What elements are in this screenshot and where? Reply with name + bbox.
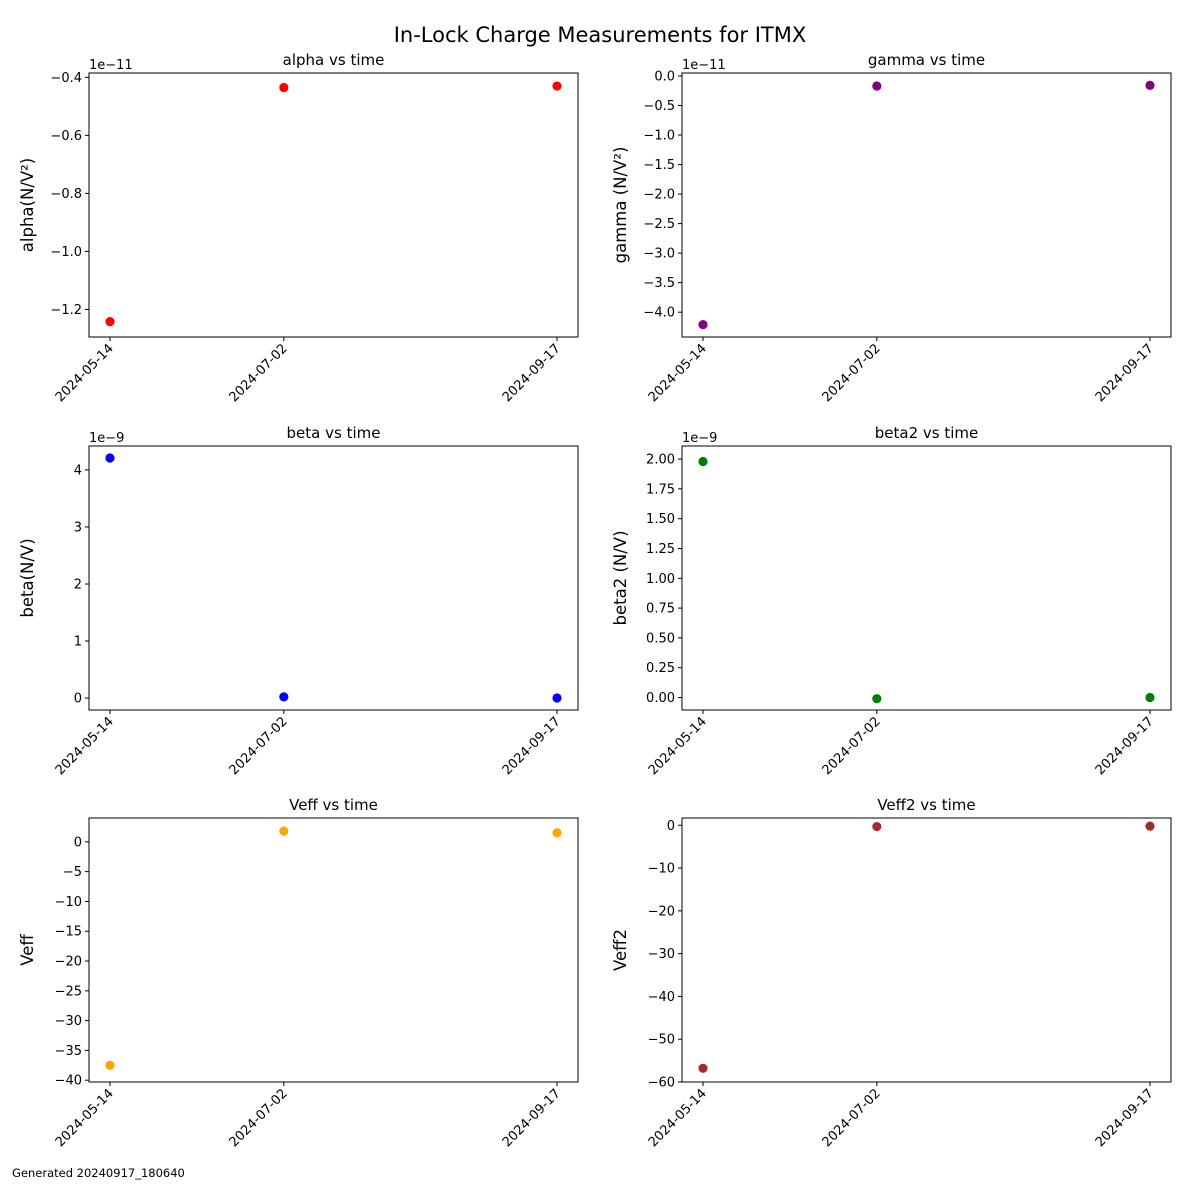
data-point (872, 694, 882, 704)
y-tick-label: −1.0 (643, 129, 675, 144)
y-axis-label: beta(N/V) (18, 538, 37, 617)
y-tick-label: 0.00 (646, 691, 675, 706)
y-tick-label: 1.75 (646, 482, 675, 497)
generated-footer: Generated 20240917_180640 (12, 1166, 185, 1180)
data-point (105, 1060, 115, 1070)
y-tick-label: −1.5 (643, 158, 675, 173)
y-axis-label: alpha(N/V²) (18, 158, 37, 252)
axes-frame (681, 817, 1172, 1083)
y-tick-label: −0.4 (50, 71, 82, 86)
data-point (279, 82, 289, 93)
y-tick-label: 4 (74, 463, 82, 478)
data-point (1145, 692, 1155, 703)
data-point (698, 1063, 708, 1073)
data-point (1145, 80, 1155, 91)
data-point (698, 456, 708, 467)
y-axis-label: Veff (18, 934, 37, 966)
y-tick-label: 0 (74, 692, 82, 707)
subplot-title: alpha vs time (283, 51, 385, 69)
y-tick-label: 0.25 (646, 661, 675, 676)
data-point (1145, 821, 1155, 831)
y-axis-label: beta2 (N/V) (611, 530, 630, 625)
data-point (279, 692, 289, 702)
y-tick-label: 3 (74, 520, 82, 535)
y-tick-label: −40 (648, 990, 675, 1005)
data-point (552, 828, 562, 838)
y-tick-label: −2.5 (643, 217, 675, 232)
y-tick-label: −10 (648, 862, 675, 877)
subplot-title: Veff2 vs time (877, 796, 975, 814)
axes-frame (681, 72, 1172, 338)
y-tick-label: −2.0 (643, 188, 675, 203)
y-tick-label: 0.0 (654, 69, 675, 84)
y-tick-label: 1.50 (646, 512, 675, 527)
y-tick-label: 2 (74, 577, 82, 592)
y-tick-label: −40 (55, 1074, 82, 1089)
axes-frame (88, 72, 579, 338)
y-axis-label: Veff2 (611, 929, 630, 971)
y-tick-label: −60 (648, 1076, 675, 1091)
y-tick-label: 1.00 (646, 572, 675, 587)
y-offset-text: 1e−11 (89, 58, 133, 73)
y-offset-text: 1e−11 (682, 58, 726, 73)
y-tick-label: −1.0 (50, 245, 82, 260)
y-tick-label: −3.0 (643, 247, 675, 262)
axes-frame (88, 445, 579, 711)
y-tick-label: −0.5 (643, 99, 675, 114)
subplot-title: beta2 vs time (875, 424, 978, 442)
y-offset-text: 1e−9 (682, 431, 717, 446)
data-point (552, 81, 562, 91)
data-point (872, 81, 882, 91)
y-tick-label: −1.2 (50, 303, 82, 318)
y-tick-label: 0.75 (646, 602, 675, 617)
y-offset-text: 1e−9 (89, 431, 124, 446)
y-tick-label: −30 (55, 1014, 82, 1029)
y-tick-label: −10 (55, 895, 82, 910)
y-tick-label: −20 (55, 955, 82, 970)
subplot-title: beta vs time (287, 424, 381, 442)
y-tick-label: −15 (55, 925, 82, 940)
data-point (105, 453, 115, 463)
y-tick-label: 2.00 (646, 453, 675, 468)
y-tick-label: 0 (74, 835, 82, 850)
y-tick-label: −4.0 (643, 306, 675, 321)
y-tick-label: −0.6 (50, 129, 82, 144)
data-point (552, 693, 562, 703)
y-tick-label: 0.50 (646, 631, 675, 646)
y-axis-label: gamma (N/V²) (611, 147, 630, 264)
y-tick-label: −20 (648, 904, 675, 919)
data-point (105, 317, 115, 327)
y-tick-label: −35 (55, 1044, 82, 1059)
subplot-title: Veff vs time (289, 796, 378, 814)
y-tick-label: −50 (648, 1033, 675, 1048)
y-tick-label: 0 (667, 819, 675, 834)
y-tick-label: −5 (63, 865, 82, 880)
figure-title: In-Lock Charge Measurements for ITMX (394, 23, 807, 47)
y-tick-label: 1 (74, 635, 82, 650)
data-point (698, 319, 708, 330)
y-tick-label: −30 (648, 947, 675, 962)
y-tick-label: −3.5 (643, 276, 675, 291)
subplot-title: gamma vs time (868, 51, 985, 69)
data-point (872, 821, 882, 832)
axes-frame (88, 817, 579, 1083)
y-tick-label: −0.8 (50, 187, 82, 202)
y-tick-label: 1.25 (646, 542, 675, 557)
y-tick-label: −25 (55, 984, 82, 999)
data-point (279, 826, 289, 836)
